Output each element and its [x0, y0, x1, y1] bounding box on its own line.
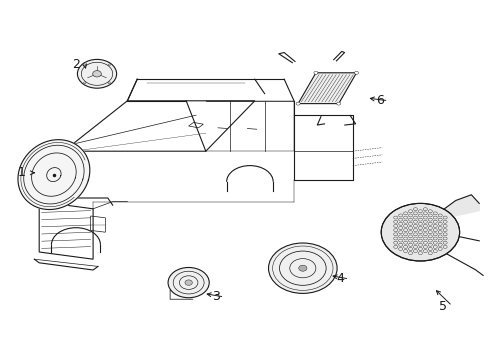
Circle shape [185, 280, 193, 285]
Text: 1: 1 [18, 166, 26, 179]
Circle shape [93, 71, 101, 77]
Circle shape [108, 64, 110, 66]
Circle shape [314, 71, 318, 74]
Text: 2: 2 [72, 58, 80, 71]
Circle shape [84, 64, 86, 66]
Circle shape [269, 243, 337, 293]
Polygon shape [298, 73, 357, 104]
Circle shape [337, 102, 341, 105]
Circle shape [108, 82, 110, 84]
Text: 3: 3 [212, 291, 220, 303]
Circle shape [296, 102, 300, 105]
Text: 4: 4 [337, 273, 344, 285]
Text: 5: 5 [440, 300, 447, 312]
Polygon shape [18, 140, 90, 210]
Polygon shape [440, 195, 479, 219]
Circle shape [381, 203, 460, 261]
Text: 6: 6 [376, 94, 384, 107]
Circle shape [77, 59, 117, 88]
Circle shape [299, 265, 307, 271]
Circle shape [354, 71, 359, 74]
Circle shape [168, 267, 209, 298]
Circle shape [84, 82, 86, 84]
